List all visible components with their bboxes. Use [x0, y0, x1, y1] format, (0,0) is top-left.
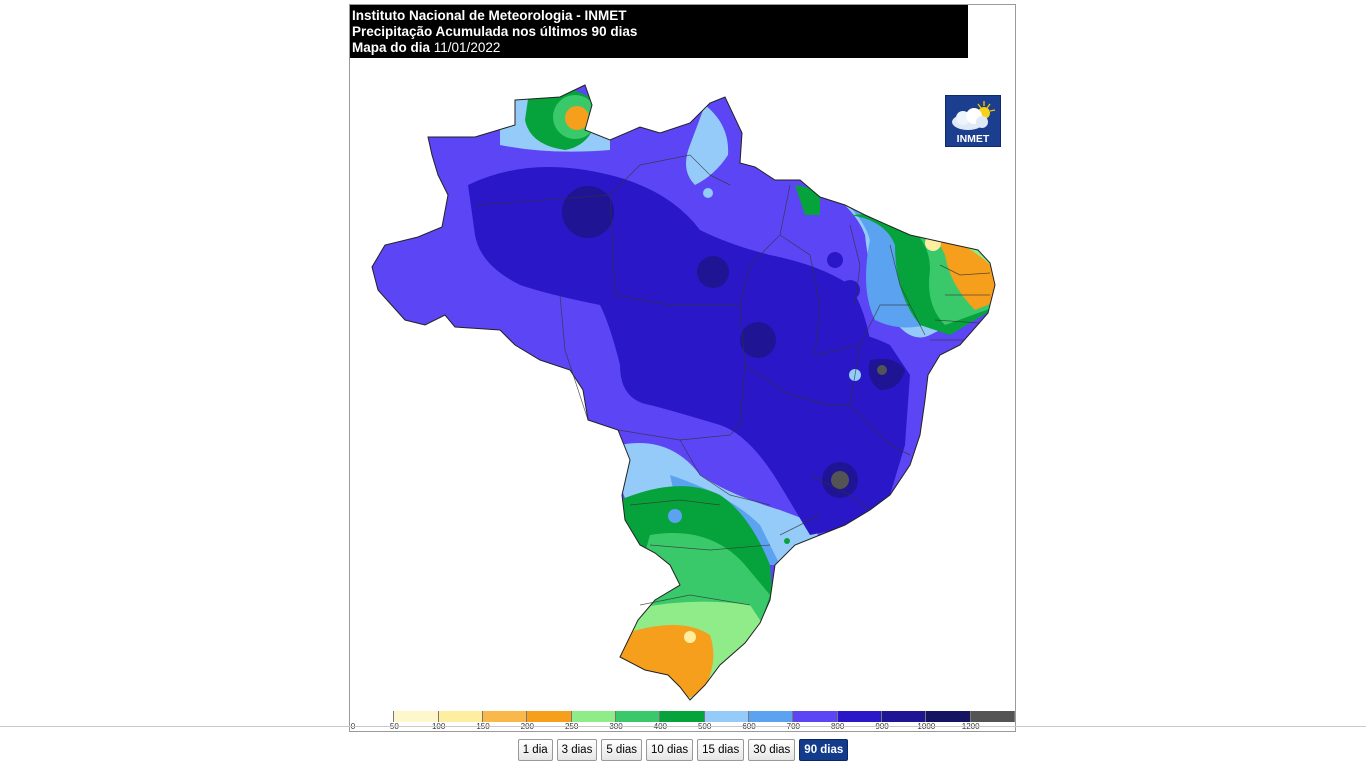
logo-text: INMET — [956, 133, 990, 145]
legend-swatch — [394, 711, 439, 722]
period-button-3-dias[interactable]: 3 dias — [556, 739, 598, 761]
period-button-1-dia[interactable]: 1 dia — [517, 739, 553, 761]
legend-swatch — [793, 711, 838, 722]
legend-swatch — [438, 711, 483, 722]
legend-swatch — [748, 711, 794, 722]
legend-swatch — [527, 711, 572, 722]
map-title-institute: Instituto Nacional de Meteorologia - INM… — [352, 8, 627, 23]
map-frame: Instituto Nacional de Meteorologia - INM… — [349, 4, 1016, 732]
period-button-5-dias[interactable]: 5 dias — [601, 739, 643, 761]
precipitation-map — [371, 84, 996, 701]
inmet-logo: INMET — [945, 95, 1001, 147]
legend-labels: 0501001502002503004005006007008009001000… — [350, 722, 1015, 731]
period-button-30-dias[interactable]: 30 dias — [748, 739, 796, 761]
divider-line — [0, 726, 1366, 727]
legend-swatch — [660, 711, 705, 722]
legend-color-bar — [350, 711, 1015, 722]
legend-swatch — [837, 711, 882, 722]
legend-swatch — [926, 711, 971, 722]
map-date-value: 11/01/2022 — [433, 40, 501, 55]
map-date-label: Mapa do dia — [352, 40, 431, 55]
period-button-row: 1 dia 3 dias 5 dias 10 dias 15 dias 30 dias 90… — [0, 739, 1366, 761]
cloud-sun-icon — [952, 101, 996, 130]
legend-swatch — [970, 711, 1015, 722]
period-button-15-dias[interactable]: 15 dias — [697, 739, 745, 761]
legend-swatch — [482, 711, 528, 722]
legend-swatch — [571, 711, 616, 722]
period-button-10-dias[interactable]: 10 dias — [646, 739, 694, 761]
map-title-box: Instituto Nacional de Meteorologia - INM… — [350, 5, 968, 58]
legend-swatch — [615, 711, 661, 722]
legend-swatch — [881, 711, 927, 722]
legend-swatch — [350, 711, 395, 722]
map-date-line: Mapa do dia 11/01/2022 — [352, 40, 968, 56]
legend-swatch — [704, 711, 749, 722]
map-title-product: Precipitação Acumulada nos últimos 90 di… — [352, 24, 638, 39]
period-button-90-dias[interactable]: 90 dias — [799, 739, 849, 761]
